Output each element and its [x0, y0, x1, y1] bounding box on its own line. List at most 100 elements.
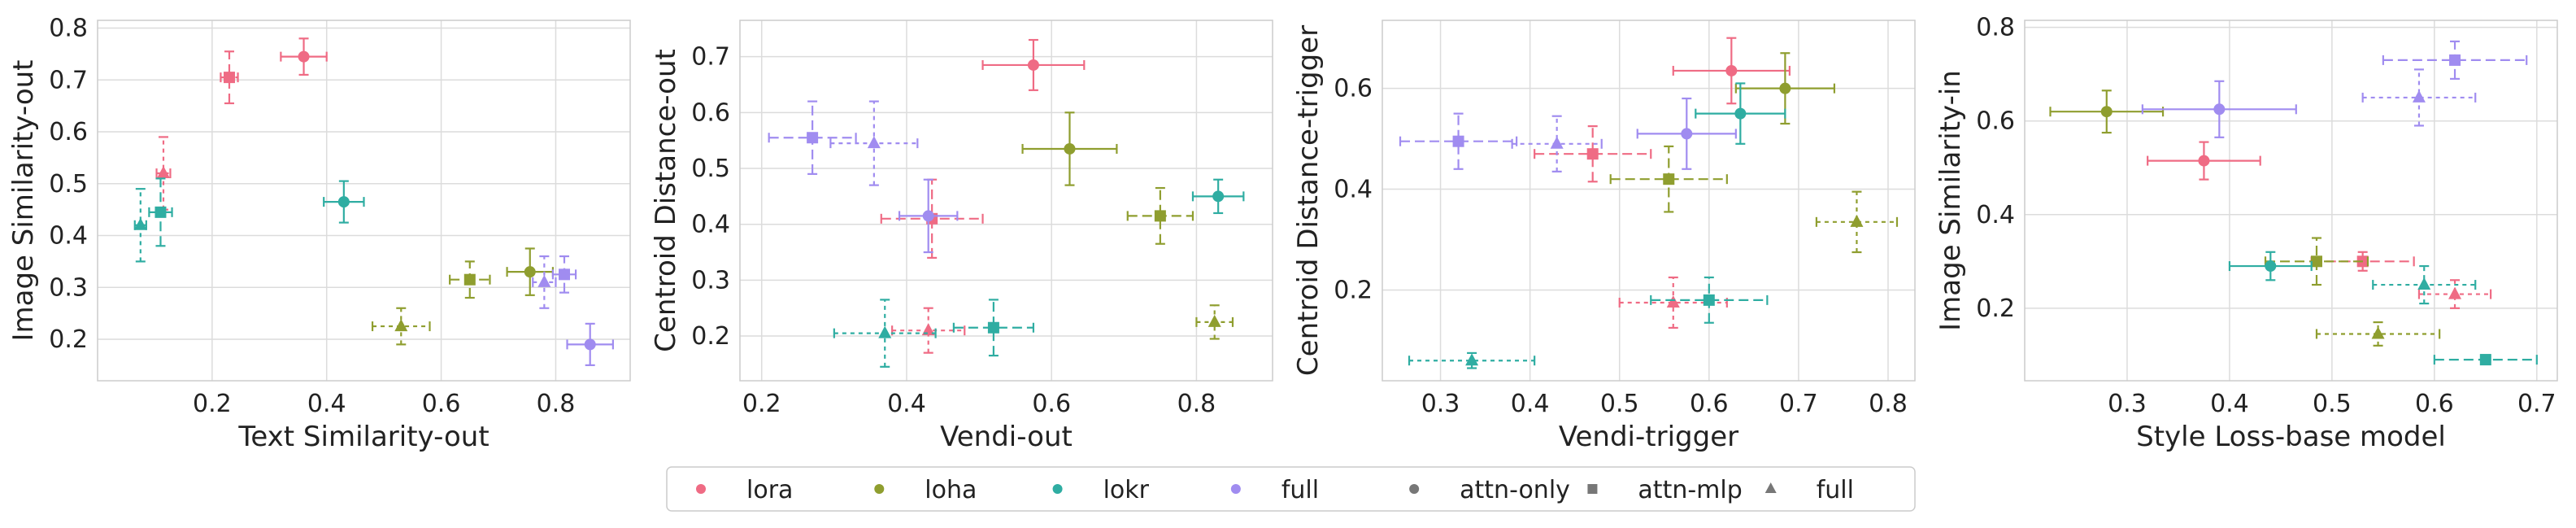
legend-marker-square: [1587, 484, 1598, 494]
y-tick-label: 0.2: [691, 322, 730, 351]
y-tick-label: 0.4: [691, 211, 730, 239]
data-point-lokr-circle: [1695, 82, 1786, 145]
data-point-full-square: [2382, 40, 2528, 81]
data-point-full-circle: [2141, 80, 2297, 138]
x-tick-label: 0.6: [422, 390, 461, 418]
marker-circle: [922, 210, 934, 222]
marker-square: [2310, 255, 2322, 268]
marker-square: [559, 268, 571, 281]
marker-triangle: [2417, 277, 2431, 290]
legend-marker-triangle: [1764, 482, 1777, 493]
plot-area: [740, 20, 1273, 381]
y-axis-label: Centroid Distance-out: [650, 49, 682, 352]
y-tick-label: 0.4: [1976, 201, 2015, 229]
y-tick-label: 0.5: [49, 170, 88, 199]
data-point-lora-circle: [1672, 37, 1791, 105]
marker-circle: [524, 266, 536, 278]
marker-circle: [298, 50, 310, 63]
data-point-lora-circle: [981, 38, 1086, 91]
legend-marker-circle: [1230, 484, 1241, 494]
y-tick-label: 0.2: [1334, 276, 1373, 304]
x-tick-label: 0.3: [2108, 390, 2147, 418]
marker-square: [987, 321, 999, 334]
x-tick-label: 0.4: [307, 390, 346, 418]
y-tick-label: 0.6: [1976, 107, 2015, 136]
data-point-lokr-circle: [1191, 178, 1245, 215]
plot-frame: [2024, 20, 2558, 382]
data-point-lokr-square: [1650, 276, 1769, 324]
x-tick-label: 0.6: [1690, 390, 1729, 418]
y-tick-label: 0.2: [1976, 295, 2015, 323]
marker-circle: [2100, 106, 2113, 118]
marker-triangle: [921, 323, 935, 336]
data-point-lokr-square: [952, 299, 1035, 357]
data-point-lora-triangle: [2417, 279, 2492, 309]
legend-entry: attn-mlp: [1587, 476, 1743, 504]
marker-triangle: [1465, 353, 1479, 366]
data-point-full-triangle: [1511, 115, 1603, 172]
marker-square: [1586, 148, 1599, 160]
data-point-lokr-triangle: [833, 299, 937, 368]
legend-marker-circle: [1052, 484, 1063, 494]
x-axis-label: Text Similarity-out: [237, 421, 489, 453]
y-tick-label: 0.4: [49, 222, 88, 251]
marker-triangle: [2448, 286, 2462, 299]
marker-square: [1452, 135, 1464, 147]
plot-area: [1382, 20, 1915, 381]
legend-entry: lokr: [1052, 476, 1150, 504]
chart-panel-2: 0.2 0.4 0.6 0.8 0.2 0.3 0.4 0.5 0.6 0.7 Vendi-out C…: [650, 20, 1273, 453]
y-tick-label: 0.6: [49, 118, 88, 146]
marker-triangle: [133, 217, 147, 230]
marker-circle: [2213, 103, 2226, 116]
x-tick-label: 0.7: [2517, 390, 2556, 418]
data-point-lokr-triangle: [133, 188, 147, 263]
y-tick-label: 0.3: [691, 266, 730, 295]
y-axis-label: Image Similarity-out: [7, 59, 40, 341]
data-point-lokr-circle: [323, 180, 365, 224]
marker-circle: [584, 338, 596, 351]
marker-square: [807, 132, 819, 144]
x-tick-label: 0.6: [2415, 390, 2454, 418]
data-point-loha-circle: [1021, 111, 1118, 186]
data-point-lokr-circle: [2228, 251, 2313, 281]
marker-circle: [1734, 107, 1747, 120]
legend-entry: attn-only: [1409, 476, 1570, 504]
x-tick-label: 0.8: [1869, 390, 1908, 418]
marker-triangle: [394, 319, 408, 332]
chart-panel-4: 0.3 0.4 0.5 0.6 0.7 0.2 0.4 0.6 0.8 Style Loss-ba…: [1934, 14, 2558, 453]
x-tick-label: 0.8: [537, 390, 576, 418]
data-point-lokr-triangle: [2372, 264, 2477, 305]
legend-label: loha: [925, 476, 977, 504]
x-tick-label: 0.2: [742, 390, 781, 418]
x-axis-label: Vendi-out: [940, 421, 1073, 453]
x-tick-label: 0.5: [1600, 390, 1639, 418]
data-point-lokr-square: [2433, 354, 2538, 366]
data-point-loha-circle: [2049, 89, 2165, 134]
legend-label: full: [1281, 476, 1319, 504]
legend-label: attn-only: [1460, 476, 1570, 504]
marker-circle: [1725, 64, 1738, 76]
legend-entry: lora: [696, 476, 793, 504]
data-point-loha-circle: [506, 247, 555, 296]
marker-square: [463, 273, 476, 286]
plot-frame: [739, 20, 1273, 382]
legend-marker-circle: [874, 484, 885, 494]
marker-circle: [2198, 155, 2210, 167]
y-axis-label: Centroid Distance-trigger: [1292, 25, 1325, 376]
marker-triangle: [2371, 326, 2385, 339]
data-point-lora-triangle: [891, 307, 966, 354]
legend-label: lora: [746, 476, 793, 504]
x-tick-label: 0.4: [1511, 390, 1550, 418]
data-point-loha-triangle: [371, 307, 431, 346]
data-point-full-circle: [898, 178, 959, 254]
marker-square: [2479, 354, 2491, 366]
data-point-loha-square: [449, 260, 491, 299]
x-tick-label: 0.6: [1032, 390, 1071, 418]
data-point-full-square: [551, 255, 577, 294]
legend-entry: full: [1230, 476, 1319, 504]
y-axis-label: Image Similarity-in: [1934, 70, 1967, 331]
data-point-lora-circle: [280, 37, 328, 76]
marker-triangle: [156, 166, 170, 179]
data-point-full-triangle: [829, 100, 919, 186]
data-point-loha-triangle: [1815, 190, 1899, 254]
